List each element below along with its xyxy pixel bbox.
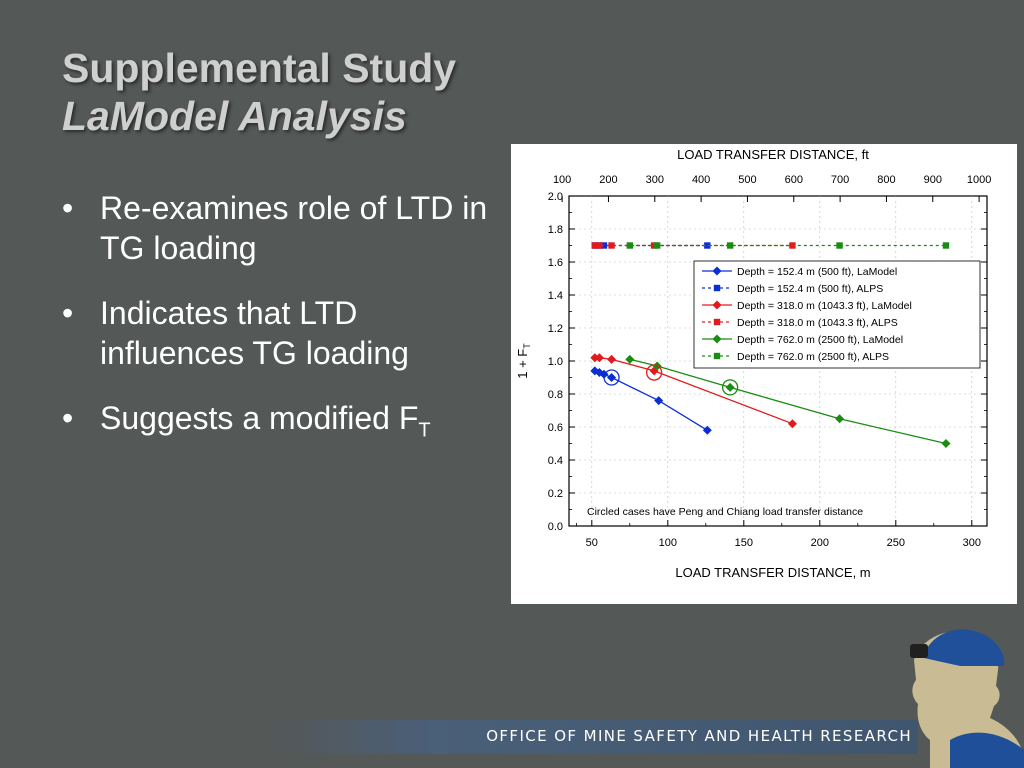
data-point-square <box>591 242 599 249</box>
y-tick-label: 1.2 <box>548 323 563 335</box>
bullet-text: Indicates that LTD influences TG loading <box>100 295 409 371</box>
y-tick-label: 0.2 <box>548 488 563 500</box>
data-point-diamond <box>625 354 635 364</box>
top-tick-label: 200 <box>599 174 617 186</box>
bullet-dot: • <box>62 295 74 331</box>
data-point-square <box>942 242 950 249</box>
top-tick-label: 500 <box>738 174 756 186</box>
data-point-diamond <box>590 353 600 363</box>
data-point-square <box>726 242 734 249</box>
legend-label: Depth = 318.0 m (1043.3 ft), ALPS <box>737 317 898 329</box>
circled-case-marker <box>603 369 620 386</box>
legend-marker-square <box>713 318 721 326</box>
helmet-lamp <box>910 644 928 658</box>
slide-subtitle: LaModel Analysis <box>62 93 407 139</box>
miner-silhouette-logo <box>910 629 1024 768</box>
legend-label: Depth = 318.0 m (1043.3 ft), LaModel <box>737 300 912 312</box>
top-tick-label: 300 <box>646 174 664 186</box>
data-point-square <box>704 242 711 249</box>
footer-band: OFFICE OF MINE SAFETY AND HEALTH RESEARC… <box>270 720 918 754</box>
axes: 0.0 0.2 0.4 0.6 0.8 1.0 1.2 1.4 1.6 1.8 2.0 50 100 15… <box>548 174 992 549</box>
y-tick-label: 2.0 <box>548 191 563 203</box>
data-point-square <box>596 242 603 249</box>
bullet-dot: • <box>62 400 74 436</box>
y-tick-label: 0.0 <box>548 521 563 533</box>
top-tick-label: 900 <box>924 174 942 186</box>
miner-helmet-shape <box>924 629 1005 666</box>
y-tick-label: 0.6 <box>548 422 563 434</box>
data-point-diamond <box>725 382 735 392</box>
y-axis-title-sub: T <box>522 343 532 349</box>
y-tick-label: 0.8 <box>548 389 563 401</box>
bullet-subscript: T <box>418 419 431 442</box>
legend-label: Depth = 152.4 m (500 ft), ALPS <box>737 283 883 295</box>
data-point-diamond <box>607 373 617 382</box>
data-point-diamond <box>941 439 951 448</box>
data-point-diamond <box>787 419 797 429</box>
y-tick-label: 1.4 <box>548 290 563 302</box>
bullet-dot: • <box>62 190 74 226</box>
x-tick-label: 300 <box>963 537 981 549</box>
data-point-square <box>600 242 608 249</box>
y-axis-title: 1 + FT <box>515 343 532 379</box>
data-point-diamond <box>599 369 609 379</box>
top-tick-label: 700 <box>831 174 849 186</box>
top-tick-label: 100 <box>553 174 571 186</box>
data-point-diamond <box>835 414 845 424</box>
data-point-square <box>836 242 843 249</box>
bullet-list: • Re-examines role of LTD in TG loading •… <box>60 188 500 475</box>
legend-marker-diamond <box>712 266 722 276</box>
x-tick-label: 250 <box>887 537 905 549</box>
top-tick-label: 400 <box>692 174 710 186</box>
top-tick-label: 800 <box>877 174 895 186</box>
legend-box <box>693 260 981 369</box>
data-point-square <box>626 242 633 249</box>
title-block: Supplemental Study LaModel Analysis <box>62 44 456 140</box>
slide-title: Supplemental Study <box>62 45 457 91</box>
load-transfer-chart: 0.0 0.2 0.4 0.6 0.8 1.0 1.2 1.4 1.6 1.8 2.0 50 100 15… <box>515 147 992 580</box>
legend-label: Depth = 152.4 m (500 ft), LaModel <box>737 266 897 278</box>
y-axis-title-main: 1 + F <box>515 349 530 379</box>
legend-marker-diamond <box>712 300 722 310</box>
circled-case-marker <box>645 364 663 381</box>
bullet-item: • Suggests a modified FT <box>60 398 500 450</box>
y-tick-label: 1.6 <box>548 257 563 269</box>
legend-marker-square <box>713 284 721 292</box>
bullet-text: Suggests a modified F <box>100 400 419 436</box>
legend-label: Depth = 762.0 m (2500 ft), LaModel <box>737 334 903 346</box>
x-tick-label: 100 <box>659 537 677 549</box>
x-tick-label: 150 <box>735 537 753 549</box>
legend-marker-diamond <box>712 334 722 344</box>
x-tick-label: 50 <box>586 537 598 549</box>
chart-panel: 0.0 0.2 0.4 0.6 0.8 1.0 1.2 1.4 1.6 1.8 2.0 50 100 15… <box>511 144 1017 604</box>
x-axis-title: LOAD TRANSFER DISTANCE, m <box>675 565 870 580</box>
chart-annotation: Circled cases have Peng and Chiang load … <box>587 506 863 518</box>
bullet-item: • Re-examines role of LTD in TG loading <box>60 188 500 268</box>
data-point-diamond <box>607 354 617 364</box>
bullet-item: • Indicates that LTD influences TG loadin… <box>60 293 500 373</box>
y-tick-label: 0.4 <box>548 455 563 467</box>
y-tick-label: 1.0 <box>548 356 563 368</box>
legend-label: Depth = 762.0 m (2500 ft), ALPS <box>737 351 889 363</box>
top-tick-label: 600 <box>785 174 803 186</box>
legend: Depth = 152.4 m (500 ft), LaModel Depth =… <box>693 260 981 369</box>
bullet-text: Re-examines role of LTD in TG loading <box>100 190 488 266</box>
x-tick-label: 200 <box>811 537 829 549</box>
circled-case-marker <box>721 379 739 396</box>
data-point-square <box>653 242 661 249</box>
legend-marker-square <box>713 352 721 360</box>
series-group <box>590 242 951 448</box>
top-tick-label: 1000 <box>967 174 991 186</box>
y-tick-label: 1.8 <box>548 224 563 236</box>
data-point-diamond <box>594 353 604 363</box>
data-point-square <box>608 242 615 249</box>
miner-shoulder-shape <box>950 732 1024 768</box>
footer-text: OFFICE OF MINE SAFETY AND HEALTH RESEARC… <box>486 727 912 745</box>
data-point-diamond <box>594 368 604 378</box>
top-axis-title: LOAD TRANSFER DISTANCE, ft <box>677 147 869 162</box>
data-point-diamond <box>654 396 664 406</box>
data-point-diamond <box>702 425 712 435</box>
